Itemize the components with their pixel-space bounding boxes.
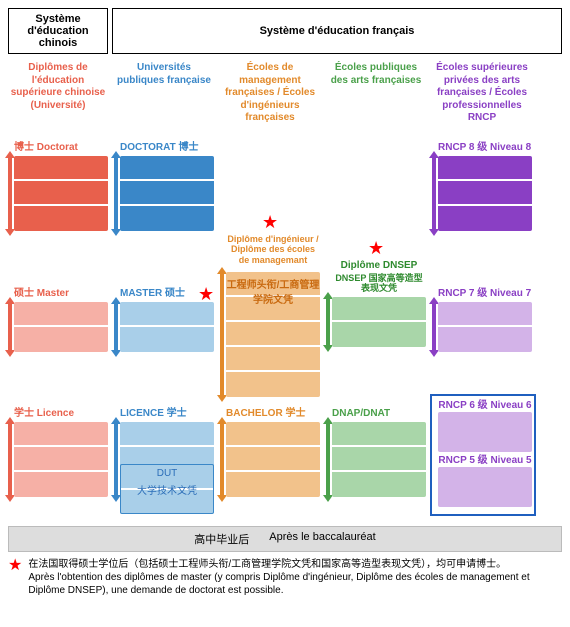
label-ding: Diplôme d'ingénieur / Diplôme des écoles… (226, 234, 320, 265)
footnote-cn: 在法国取得硕士学位后（包括硕士工程师头衔/工商管理学院文凭和国家高等造型表现文凭… (28, 558, 562, 571)
block-dnap (332, 422, 426, 497)
label-dnsep-cn: DNSEP 国家高等造型表现文凭 (332, 273, 426, 294)
col-chinese: Diplômes de l'éducation supérieure chino… (8, 60, 108, 522)
bottom-fr: Après le baccalauréat (269, 531, 375, 547)
star-icon: ★ (262, 212, 278, 233)
arrow (114, 156, 118, 231)
block-rncp5 (438, 467, 532, 507)
bottom-bar: 高中毕业后 Après le baccalauréat (8, 526, 562, 552)
arrow (220, 272, 224, 397)
label-rncp6: RNCP 6 级 Niveau 6 (438, 400, 532, 412)
label-rncp5: RNCP 5 级 Niveau 5 (438, 455, 532, 467)
arrow (326, 297, 330, 347)
footnote-text: 在法国取得硕士学位后（包括硕士工程师头衔/工商管理学院文凭和国家高等造型表现文凭… (28, 558, 562, 597)
footnote-fr: Après l'obtention des diplômes de master… (28, 571, 562, 597)
arrow (220, 422, 224, 497)
block-rncp6 (438, 412, 532, 452)
arrow (114, 302, 118, 352)
arrow (432, 302, 436, 352)
block-doctorat-cn (14, 156, 108, 231)
col-title-arts: Écoles publiques des arts françaises (326, 60, 426, 142)
label-rncp8: RNCP 8 级 Niveau 8 (438, 142, 532, 154)
footnote: ★ 在法国取得硕士学位后（包括硕士工程师头衔/工商管理学院文凭和国家高等造型表现… (8, 558, 562, 597)
arrow (432, 156, 436, 231)
block-rncp8 (438, 156, 532, 231)
label-master-cn: 硕士 Master (14, 288, 108, 300)
arrow (326, 422, 330, 497)
label-bachelor: BACHELOR 学士 (226, 408, 320, 420)
col-univ-fr: Universités publiques française DOCTORAT… (114, 60, 214, 522)
col-title-rncp: Écoles supérieures privées des arts fran… (432, 60, 532, 142)
block-master-cn (14, 302, 108, 352)
label-ding-cn: 工程师头衔/工商管理学院文凭 (226, 276, 320, 306)
stack-chinese: 博士 Doctorat 硕士 Master 学士 Licence (8, 142, 108, 522)
arrow (8, 422, 12, 497)
block-licence-cn (14, 422, 108, 497)
col-title-mgmt: Écoles de management françaises / Écoles… (220, 60, 320, 142)
block-bachelor (226, 422, 320, 497)
label-doctorat-fr: DOCTORAT 博士 (120, 142, 214, 154)
columns: Diplômes de l'éducation supérieure chino… (8, 60, 562, 522)
block-dnsep (332, 297, 426, 347)
label-dnap: DNAP/DNAT (332, 408, 426, 420)
col-ecoles-mgmt: Écoles de management françaises / Écoles… (220, 60, 320, 522)
label-dut-cn: 大学技术文凭 (120, 482, 214, 497)
stack-arts: ★ Diplôme DNSEP DNSEP 国家高等造型表现文凭 DNAP/DN… (326, 142, 426, 522)
block-doctorat-fr (120, 156, 214, 231)
arrow (8, 156, 12, 231)
bottom-cn: 高中毕业后 (194, 531, 249, 547)
header-french: Système d'éducation français (112, 8, 562, 54)
label-dnsep: Diplôme DNSEP (332, 260, 426, 272)
header-row: Système d'éducation chinois Système d'éd… (8, 8, 562, 54)
label-licence-fr: LICENCE 学士 (120, 408, 214, 420)
label-rncp7: RNCP 7 级 Niveau 7 (438, 288, 532, 300)
label-doctorat-cn: 博士 Doctorat (14, 142, 108, 154)
label-dut: DUT (120, 468, 214, 479)
stack-univ: DOCTORAT 博士 MASTER 硕士 ★ LICENCE 学士 DUT 大… (114, 142, 214, 522)
block-master-fr (120, 302, 214, 352)
arrow (8, 302, 12, 352)
col-rncp: Écoles supérieures privées des arts fran… (432, 60, 532, 522)
label-licence-cn: 学士 Licence (14, 408, 108, 420)
star-icon: ★ (368, 238, 384, 259)
header-chinese: Système d'éducation chinois (8, 8, 108, 54)
col-title-univ: Universités publiques française (114, 60, 214, 142)
stack-mgmt: ★ Diplôme d'ingénieur / Diplôme des écol… (220, 142, 320, 522)
col-arts-pub: Écoles publiques des arts françaises ★ D… (326, 60, 426, 522)
block-rncp7 (438, 302, 532, 352)
col-title-chinese: Diplômes de l'éducation supérieure chino… (8, 60, 108, 142)
stack-rncp: RNCP 8 级 Niveau 8 RNCP 7 级 Niveau 7 RNCP… (432, 142, 532, 522)
star-icon: ★ (8, 558, 22, 597)
arrow (114, 422, 118, 497)
